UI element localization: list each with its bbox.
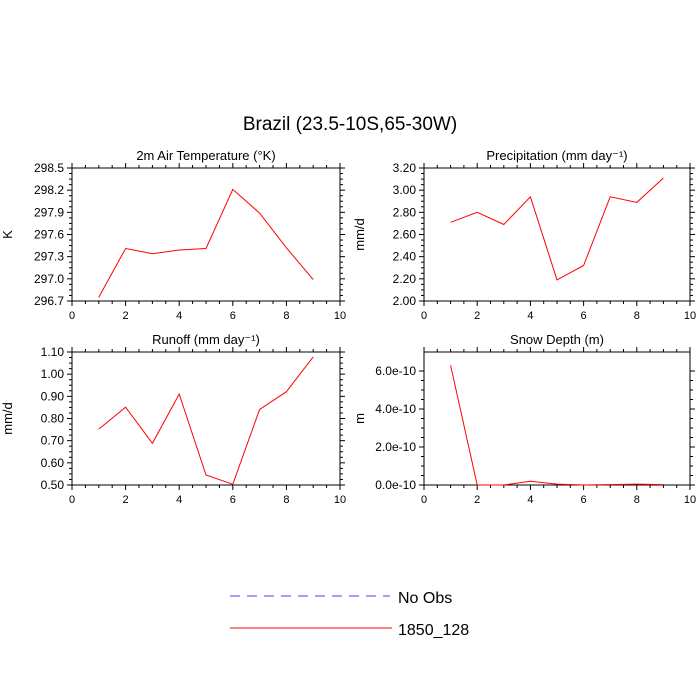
x-tick-label: 4: [176, 310, 182, 322]
panel-1: 2m Air Temperature (°K) K 0 2 4 6 8 10 296.7 297.…: [0, 148, 346, 322]
x-tick-label: 8: [634, 310, 640, 322]
y-tick-label: 2.60: [393, 228, 417, 242]
y-tick-label: 0.50: [41, 478, 65, 492]
y-tick-label: 0.80: [41, 412, 65, 426]
panel-2: Precipitation (mm day⁻¹) mm/d 0 2 4 6 8 10 2.00 2…: [352, 148, 696, 322]
series-line-1850-128: [450, 177, 664, 281]
x-tick-label: 8: [283, 310, 289, 322]
y-tick-label: 1.10: [41, 345, 65, 359]
x-tick-label: 2: [474, 494, 480, 506]
x-tick-label: 8: [634, 494, 640, 506]
y-tick-label: 297.6: [34, 228, 64, 242]
y-tick-label: 0.70: [41, 434, 65, 448]
legend: No Obs 1850_128: [230, 590, 469, 639]
y-tick-label: 3.20: [393, 161, 417, 175]
panel-title: Runoff (mm day⁻¹): [152, 332, 260, 347]
y-tick-label: 1.00: [41, 367, 65, 381]
x-tick-label: 2: [474, 310, 480, 322]
x-tick-label: 6: [581, 310, 587, 322]
y-tick-label: 298.5: [34, 161, 64, 175]
plot-frame: [71, 167, 341, 302]
y-tick-label: 2.0e-10: [375, 440, 416, 454]
x-tick-label: 6: [581, 494, 587, 506]
series-line-1850-128: [98, 188, 314, 298]
x-tick-label: 4: [527, 310, 533, 322]
plot-frame: [423, 167, 691, 302]
series-line-1850-128: [98, 356, 314, 485]
x-tick-label: 0: [421, 494, 427, 506]
y-tick-label: 2.40: [393, 250, 417, 264]
x-tick-label: 10: [684, 494, 696, 506]
y-tick-label: 0.90: [41, 389, 65, 403]
panel-3: Runoff (mm day⁻¹) mm/d 0 2 4 6 8 10 0.50 0.60 0.70…: [0, 332, 346, 506]
y-tick-label: 2.80: [393, 205, 417, 219]
x-tick-label: 6: [230, 494, 236, 506]
y-axis-label: mm/d: [352, 218, 367, 251]
y-tick-label: 297.3: [34, 250, 64, 264]
y-tick-label: 2.20: [393, 272, 417, 286]
y-tick-label: 0.60: [41, 456, 65, 470]
x-tick-label: 2: [123, 494, 129, 506]
y-tick-label: 2.00: [393, 294, 417, 308]
y-tick-label: 4.0e-10: [375, 402, 416, 416]
legend-model-label: 1850_128: [398, 622, 469, 639]
x-tick-label: 4: [527, 494, 533, 506]
x-tick-label: 4: [176, 494, 182, 506]
y-tick-label: 0.0e-10: [375, 478, 416, 492]
x-tick-label: 10: [334, 310, 346, 322]
x-tick-label: 8: [283, 494, 289, 506]
x-tick-label: 0: [69, 310, 75, 322]
x-tick-label: 2: [123, 310, 129, 322]
y-axis-label: K: [0, 230, 15, 239]
chart-title: Brazil (23.5-10S,65-30W): [243, 114, 457, 135]
x-tick-label: 0: [421, 310, 427, 322]
panels: 2m Air Temperature (°K) K 0 2 4 6 8 10 296.7 297.…: [0, 148, 696, 506]
panel-title: Precipitation (mm day⁻¹): [486, 148, 627, 163]
panel-title: Snow Depth (m): [510, 332, 604, 347]
series-line-1850-128: [450, 365, 664, 486]
y-tick-label: 6.0e-10: [375, 364, 416, 378]
x-tick-label: 6: [230, 310, 236, 322]
y-tick-label: 3.00: [393, 183, 417, 197]
x-tick-label: 10: [334, 494, 346, 506]
y-tick-label: 297.9: [34, 205, 64, 219]
y-axis-label: m: [352, 413, 367, 424]
panel-4: Snow Depth (m) m 0 2 4 6 8 10 0.0e-10 2.0e-10 4.0e…: [352, 332, 696, 506]
legend-no-obs-label: No Obs: [398, 590, 452, 607]
y-tick-label: 297.0: [34, 272, 64, 286]
panel-title: 2m Air Temperature (°K): [136, 148, 275, 163]
y-axis-label: mm/d: [0, 402, 15, 435]
x-tick-label: 10: [684, 310, 696, 322]
plot-frame: [423, 351, 691, 486]
x-tick-label: 0: [69, 494, 75, 506]
y-tick-label: 298.2: [34, 183, 64, 197]
y-tick-label: 296.7: [34, 294, 64, 308]
